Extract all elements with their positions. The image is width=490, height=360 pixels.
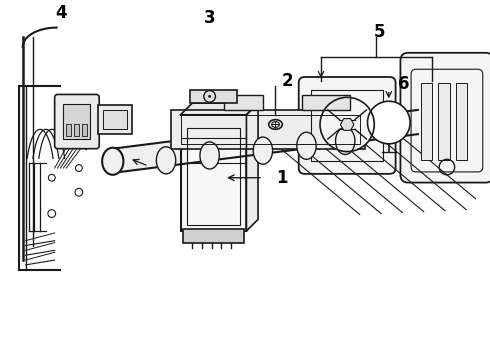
Bar: [98, 105, 132, 134]
Bar: [63, 104, 91, 139]
Ellipse shape: [253, 137, 272, 164]
Ellipse shape: [200, 142, 220, 169]
Circle shape: [368, 101, 410, 144]
Circle shape: [208, 95, 211, 98]
Bar: [190, 90, 237, 103]
Bar: [438, 83, 450, 160]
Bar: [103, 110, 127, 129]
Bar: [171, 110, 365, 149]
Bar: [421, 83, 432, 160]
Text: 1: 1: [276, 169, 288, 187]
Polygon shape: [181, 103, 258, 115]
Bar: [181, 115, 360, 144]
Bar: [82, 125, 87, 136]
Text: 4: 4: [56, 4, 67, 22]
Bar: [224, 95, 263, 110]
Text: 3: 3: [204, 9, 216, 27]
Text: 6: 6: [397, 75, 409, 93]
Text: 2: 2: [281, 72, 293, 90]
Bar: [311, 90, 383, 161]
FancyBboxPatch shape: [299, 77, 395, 174]
Bar: [183, 229, 244, 243]
Ellipse shape: [102, 148, 123, 175]
Ellipse shape: [156, 147, 176, 174]
FancyBboxPatch shape: [400, 53, 490, 183]
Bar: [74, 125, 79, 136]
Circle shape: [320, 97, 374, 152]
Bar: [66, 125, 71, 136]
FancyBboxPatch shape: [55, 94, 99, 149]
Bar: [181, 115, 246, 231]
Ellipse shape: [336, 127, 355, 154]
Bar: [187, 128, 240, 225]
Text: 5: 5: [373, 23, 385, 41]
Ellipse shape: [297, 132, 316, 159]
Polygon shape: [341, 118, 354, 130]
Bar: [302, 95, 350, 110]
Polygon shape: [246, 103, 258, 231]
Bar: [456, 83, 467, 160]
